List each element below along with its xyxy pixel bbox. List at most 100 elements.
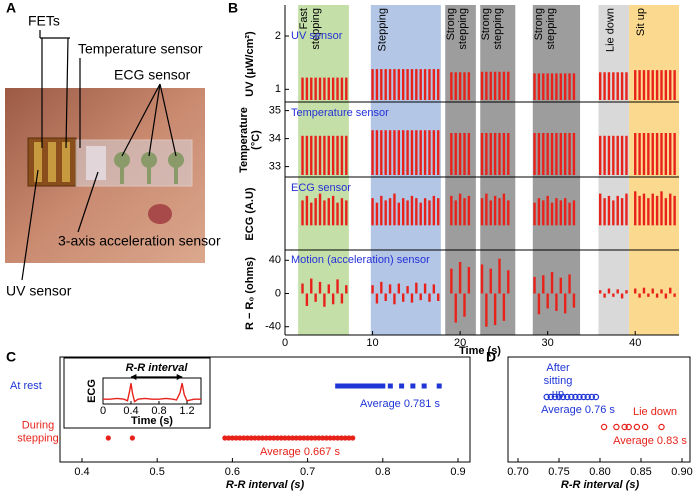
panel-label: D [486,349,496,365]
photo-label: ECG sensor [114,67,191,83]
region-label: Lie down [604,8,616,52]
average-label: Average 0.83 s [613,435,687,447]
point [410,383,416,389]
point [564,393,571,401]
average-label: Average 0.76 s [541,404,615,416]
series-name: After sitting up [544,362,573,400]
x-axis-label: Time (s) [459,345,501,357]
point [305,435,311,441]
plot-frame [59,356,471,463]
point [338,383,344,389]
point [376,383,382,389]
point [312,435,318,441]
series-name: Lie down [633,406,677,418]
plot-frame [507,356,691,463]
point [551,393,559,401]
point [335,435,341,441]
point [293,435,299,441]
region-label: Strongstepping [480,8,504,50]
region-label: Faststepping [298,8,322,50]
region-label-group: Sit up [635,8,647,36]
x-tick-label: 10 [366,337,378,349]
y-tick-label: 40 [269,254,281,266]
point [421,383,427,389]
y-tick-label: 2 [275,30,281,42]
photo [5,88,205,263]
inset-x-label: Time (s) [131,415,173,427]
point [353,383,359,389]
x-tick-label: 0.75 [548,466,569,478]
average-label: Average 0.667 s [260,446,340,458]
point [222,435,228,441]
point [580,393,587,401]
point [399,383,405,389]
point [252,435,258,441]
average-label: Average 0.781 s [360,398,440,410]
point [229,435,235,441]
x-tick-label: 0.70 [507,466,528,478]
point [259,435,266,441]
point [633,423,641,431]
panel-label: B [228,0,238,16]
y-axis-label: Temperature(°C) [238,107,262,173]
point [436,383,442,389]
y-axis-label: R − R₀ (ohms) [244,257,256,330]
point [387,383,393,389]
x-tick-label: 0.90 [671,466,692,478]
inset-y-label: ECG [86,379,98,403]
point [263,435,269,441]
x-tick-label: 0 [282,337,288,349]
inset-frame [63,357,211,429]
x-tick-label: 0.6 [225,466,240,478]
point [335,383,341,389]
point [346,383,352,389]
photo-label: Temperature sensor [78,41,203,57]
ecg-trace [103,383,201,403]
region-label-group: Strongstepping [480,8,504,50]
point [369,383,375,389]
y-axis-label: ECG (A.U) [244,187,256,241]
x-tick-label: 0.9 [450,466,465,478]
sensor-name: ECG sensor [291,182,351,194]
point [327,435,333,441]
sensor-name: Motion (acceleration) sensor [291,254,430,266]
label-leaders [21,30,177,281]
x-tick-label: 0.7 [300,466,315,478]
sensor-name: UV sensor [291,30,343,42]
point [361,383,367,389]
point [256,435,262,441]
y-tick-label: 35 [269,105,281,117]
point [226,435,232,441]
x-tick-label: 1.2 [179,405,194,417]
point [572,393,579,401]
x-tick-label: 0.5 [150,466,165,478]
point [316,435,322,441]
point [286,435,292,441]
y-axis-label: UV (μW/cm²) [244,31,256,97]
point [297,435,303,441]
point [105,435,111,441]
photo-label: FETs [28,13,60,29]
region-label-group: Faststepping [298,8,322,50]
x-tick-label: 40 [629,337,641,349]
point [600,423,608,431]
rr-label: R-R interval [126,362,189,374]
point [350,435,356,441]
region-label-group: Lie down [604,8,616,52]
x-tick-label: 0 [100,405,106,417]
panel-label: A [6,0,16,16]
point [357,383,363,389]
point [350,383,356,389]
series-name: During stepping [17,419,59,444]
point [584,393,591,401]
point [658,423,665,431]
region-label: Strongstepping [533,8,557,50]
point [129,435,135,441]
y-tick-label: -40 [265,321,281,333]
region-label: Sit up [635,8,647,36]
point [365,383,371,389]
point [233,435,239,441]
point [555,393,563,401]
photo-label: 3-axis acceleration sensor [58,233,221,249]
point [244,435,251,441]
